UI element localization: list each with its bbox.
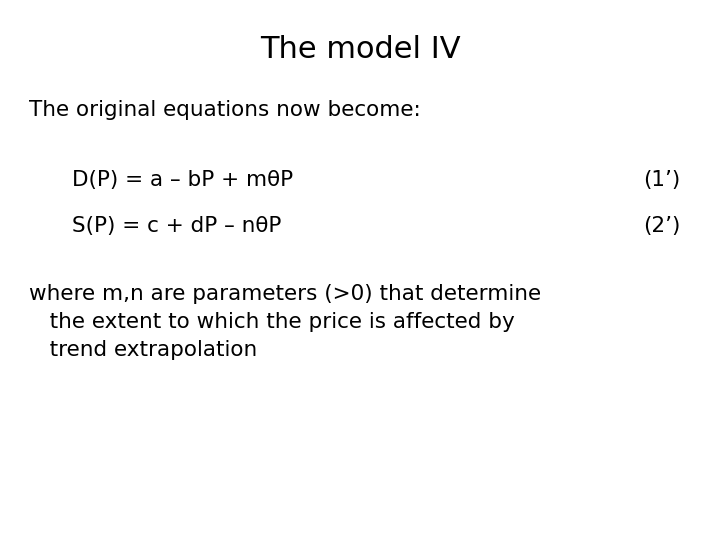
Text: D(P) = a – bP + mθP: D(P) = a – bP + mθP xyxy=(72,170,293,190)
Text: (2’): (2’) xyxy=(643,216,680,236)
Text: (1’): (1’) xyxy=(643,170,680,190)
Text: The model IV: The model IV xyxy=(260,35,460,64)
Text: where m,n are parameters (>0) that determine
   the extent to which the price is: where m,n are parameters (>0) that deter… xyxy=(29,284,541,360)
Text: The original equations now become:: The original equations now become: xyxy=(29,100,420,120)
Text: S(P) = c + dP – nθP: S(P) = c + dP – nθP xyxy=(72,216,282,236)
